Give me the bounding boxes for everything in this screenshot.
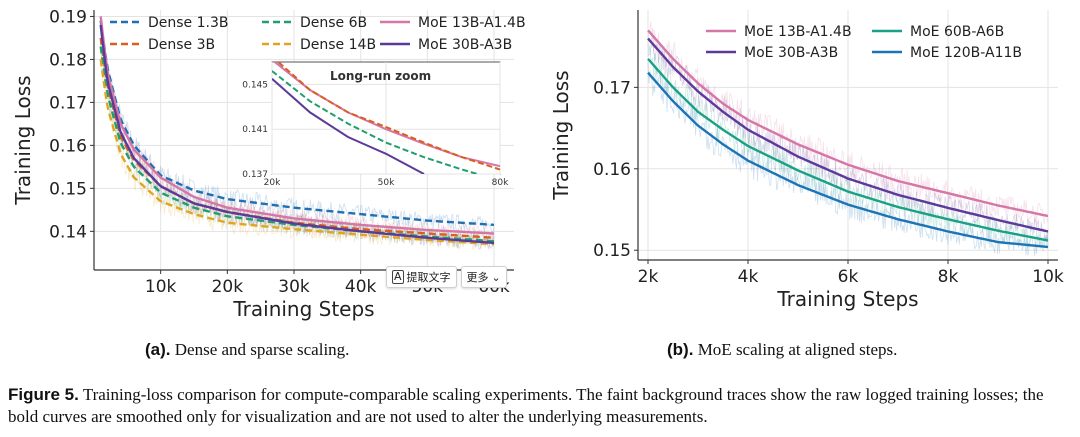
series-line — [647, 71, 1049, 249]
subcaption-a-label: (a). — [145, 340, 171, 359]
inset-series-line — [272, 78, 425, 174]
legend-b: MoE 13B-A1.4B MoE 30B-A3B MoE 60B-A6B MoE 1… — [706, 24, 1022, 61]
text-extract-icon: A — [392, 270, 404, 284]
legend-label: MoE 30B-A3B — [418, 37, 512, 53]
inset-x-tick-label: 20k — [264, 178, 281, 188]
series-line — [99, 16, 495, 235]
legend-label: MoE 60B-A6B — [910, 24, 1004, 40]
legend-label: MoE 13B-A1.4B — [744, 24, 852, 40]
series-line — [99, 20, 495, 227]
x-axis-label: Training Steps — [232, 297, 374, 321]
legend-label: MoE 120B-A11B — [910, 45, 1022, 61]
series-line — [647, 29, 1049, 218]
subcaption-b: (b). MoE scaling at aligned steps. — [667, 340, 897, 360]
inset-series-line — [276, 62, 500, 171]
y-tick-label: 0.17 — [593, 78, 631, 98]
legend-label: MoE 30B-A3B — [744, 45, 838, 61]
x-tick-label: 8k — [938, 267, 959, 287]
legend-entry: MoE 30B-A3B — [706, 45, 838, 61]
y-tick-label: 0.17 — [49, 93, 87, 113]
chevron-down-icon: ⌄ — [491, 270, 501, 284]
chart-panel-b: 0.15 0.16 0.17 2k 4k 6k 8k 10k Training Steps Tra… — [549, 10, 1064, 311]
x-tick-label: 10k — [145, 277, 177, 297]
legend-entry: MoE 13B-A1.4B — [380, 15, 526, 31]
x-tick-label: 10k — [1032, 267, 1064, 287]
series-line — [99, 46, 495, 243]
series-line — [99, 24, 495, 245]
legend-entry: Dense 1.3B — [110, 15, 229, 31]
figure-caption: Figure 5. Training-loss comparison for c… — [8, 384, 1074, 428]
y-tick-label: 0.19 — [49, 7, 87, 27]
inset-y-tick-label: 0.137 — [242, 170, 268, 180]
series-line — [647, 58, 1049, 242]
series-line — [99, 59, 495, 246]
y-axis-label: Training Loss — [549, 70, 573, 200]
more-button[interactable]: 更多 ⌄ — [460, 266, 507, 288]
inset-plot-area — [272, 62, 500, 174]
legend-entry: MoE 30B-A3B — [380, 37, 512, 53]
more-label: 更多 — [466, 271, 489, 284]
inset-y-tick-label: 0.145 — [242, 80, 268, 90]
inset-y-tick-label: 0.141 — [242, 125, 268, 135]
legend-entry: Dense 3B — [110, 37, 215, 53]
raw-trace — [100, 50, 495, 251]
subcaption-a: (a). Dense and sparse scaling. — [145, 340, 349, 360]
plot-area — [647, 20, 1049, 257]
legend-label: Dense 6B — [300, 15, 367, 31]
inset-chart: 0.137 0.141 0.145 20k 50k 80k Long-run zoom — [242, 61, 509, 188]
extract-text-button[interactable]: A 提取文字 — [386, 266, 457, 288]
inset-title: Long-run zoom — [330, 69, 431, 83]
y-tick-label: 0.18 — [49, 50, 87, 70]
inset-series-line — [272, 70, 478, 174]
x-tick-label: 40k — [345, 277, 377, 297]
subcaption-b-label: (b). — [667, 340, 694, 359]
x-tick-label: 30k — [278, 277, 310, 297]
x-tick-label: 2k — [638, 267, 659, 287]
extract-text-label: 提取文字 — [406, 271, 451, 284]
y-tick-label: 0.14 — [49, 222, 87, 242]
inset-x-tick-label: 50k — [378, 178, 395, 188]
x-tick-label: 4k — [738, 267, 759, 287]
text-extract-toolbar: A 提取文字 更多 ⌄ — [386, 266, 507, 288]
x-tick-label: 6k — [838, 267, 859, 287]
legend-entry: Dense 6B — [262, 15, 367, 31]
y-axis-label: Training Loss — [11, 75, 35, 205]
raw-trace — [100, 48, 495, 248]
plot-area — [99, 16, 495, 251]
y-tick-label: 0.15 — [593, 241, 631, 261]
legend-label: Dense 1.3B — [148, 15, 229, 31]
subcaption-a-text: Dense and sparse scaling. — [174, 340, 350, 359]
legend-label: MoE 13B-A1.4B — [418, 15, 526, 31]
figure-caption-label: Figure 5. — [8, 385, 79, 404]
x-axis-label: Training Steps — [776, 287, 918, 311]
legend-a: Dense 1.3B Dense 6B MoE 13B-A1.4B Dense 3B D… — [110, 15, 526, 53]
y-tick-label: 0.16 — [49, 136, 87, 156]
legend-entry: Dense 14B — [262, 37, 376, 53]
legend-entry: MoE 60B-A6B — [872, 24, 1004, 40]
x-tick-label: 20k — [212, 277, 244, 297]
subcaption-b-text: MoE scaling at aligned steps. — [697, 340, 898, 359]
y-tick-label: 0.15 — [49, 179, 87, 199]
inset-x-tick-label: 80k — [492, 178, 509, 188]
legend-entry: MoE 120B-A11B — [872, 45, 1022, 61]
legend-entry: MoE 13B-A1.4B — [706, 24, 852, 40]
legend-label: Dense 14B — [300, 37, 376, 53]
figure-caption-text: Training-loss comparison for compute-com… — [8, 385, 1044, 426]
raw-trace — [647, 61, 1049, 257]
y-tick-label: 0.16 — [593, 160, 631, 180]
legend-label: Dense 3B — [148, 37, 215, 53]
series-line — [647, 37, 1049, 233]
raw-trace — [647, 20, 1049, 225]
